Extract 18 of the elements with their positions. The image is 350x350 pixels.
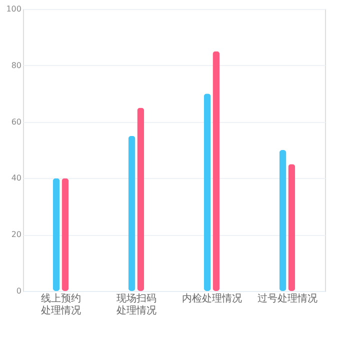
bar xyxy=(212,51,220,291)
y-tick-label: 60 xyxy=(11,117,22,126)
y-tick-label: 80 xyxy=(11,60,22,70)
y-tick-label: 20 xyxy=(11,230,22,240)
bar xyxy=(204,94,211,291)
bar xyxy=(137,108,144,291)
bar xyxy=(288,164,296,291)
bar xyxy=(128,136,136,291)
x-tick-label: 现场扫码处理情况 xyxy=(116,292,156,316)
y-tick-label: 100 xyxy=(6,4,22,14)
x-tick-label: 内检处理情况 xyxy=(182,292,242,304)
bar xyxy=(279,150,286,291)
x-tick-label: 过号处理情况 xyxy=(257,292,318,304)
bar xyxy=(62,178,69,291)
y-tick-label: 40 xyxy=(11,174,22,183)
bar xyxy=(52,178,60,291)
x-tick-label: 线上预约处理情况 xyxy=(40,292,81,316)
y-tick-label: 0 xyxy=(16,286,22,296)
